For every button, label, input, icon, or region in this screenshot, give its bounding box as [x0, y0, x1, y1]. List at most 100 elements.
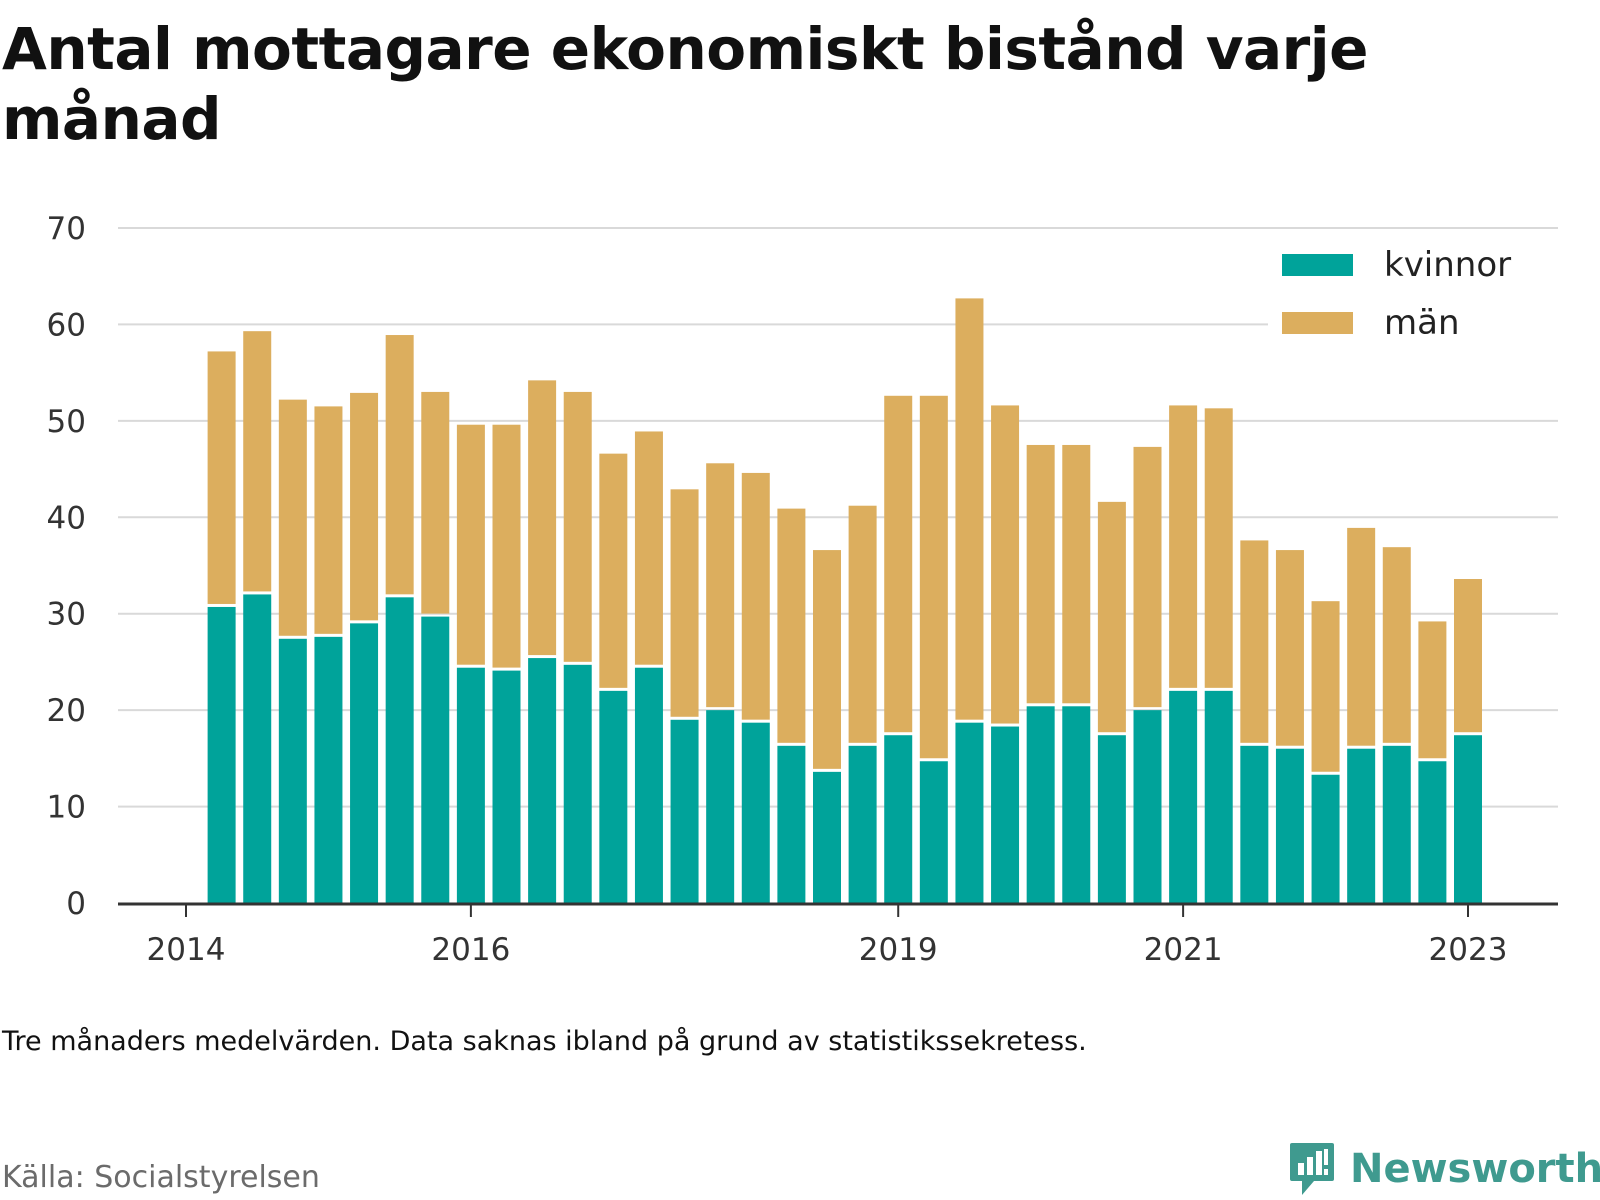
bar-kvinnor: [1311, 774, 1340, 903]
bar-man: [813, 550, 841, 769]
bar-man: [207, 351, 236, 604]
y-axis-tick-labels: 0 10 20 30 40 50 60 70: [47, 211, 86, 922]
bar-kvinnor: [813, 771, 841, 903]
bar-kvinnor: [207, 606, 236, 903]
bar-man: [1204, 408, 1233, 688]
legend-swatch: [1282, 312, 1353, 334]
bars: [207, 298, 1482, 903]
bar-man: [1418, 621, 1447, 759]
bar-kvinnor: [314, 636, 343, 903]
bar-kvinnor: [1240, 745, 1269, 903]
bar-kvinnor: [1097, 735, 1126, 903]
bar-man: [456, 424, 485, 665]
bar-man: [848, 505, 877, 743]
bar-man: [278, 399, 307, 636]
y-tick-label: 70: [47, 211, 86, 247]
y-tick-label: 10: [47, 790, 86, 826]
bar-man: [706, 463, 735, 708]
bar-man: [884, 395, 913, 733]
bar-man: [634, 431, 663, 665]
bar-man: [421, 391, 450, 614]
legend-swatch: [1282, 254, 1353, 276]
source-label: Källa: Socialstyrelsen: [2, 1160, 320, 1195]
bar-kvinnor: [1275, 748, 1304, 903]
bar-kvinnor: [492, 670, 521, 903]
brand-name: Newsworthy: [1350, 1146, 1600, 1192]
bar-man: [1133, 446, 1162, 708]
x-tick-label: 2023: [1429, 932, 1508, 968]
bar-man: [1347, 527, 1376, 746]
bar-kvinnor: [670, 719, 699, 903]
bar-man: [563, 391, 592, 662]
bar-kvinnor: [706, 710, 735, 903]
bar-kvinnor: [741, 722, 770, 903]
legend: kvinnor män: [1268, 235, 1568, 355]
y-tick-label: 20: [47, 693, 86, 729]
bar-kvinnor: [1382, 745, 1411, 903]
bar-man: [991, 405, 1020, 724]
bar-man: [919, 395, 948, 759]
bar-man: [528, 380, 557, 656]
x-tick-label: 2016: [431, 932, 510, 968]
bar-kvinnor: [1204, 690, 1233, 903]
x-tick-label: 2019: [859, 932, 938, 968]
bar-kvinnor: [634, 667, 663, 903]
bar-kvinnor: [528, 658, 557, 903]
bar-kvinnor: [1169, 690, 1198, 903]
chart-note: Tre månaders medelvärden. Data saknas ib…: [2, 1026, 1087, 1057]
bar-kvinnor: [777, 745, 806, 903]
bar-man: [350, 392, 379, 621]
bar-man: [385, 335, 414, 595]
bar-kvinnor: [1418, 761, 1447, 903]
bar-man: [1097, 501, 1126, 733]
x-tick-label: 2014: [147, 932, 226, 968]
legend-label: kvinnor: [1384, 245, 1511, 285]
bar-man: [243, 331, 272, 592]
bar-man: [1240, 540, 1269, 743]
bar-kvinnor: [919, 761, 948, 903]
bar-man: [599, 453, 628, 688]
bar-kvinnor: [421, 616, 450, 903]
bar-man: [670, 489, 699, 717]
bar-man: [1026, 444, 1055, 704]
bar-man: [777, 508, 806, 743]
bar-kvinnor: [243, 594, 272, 903]
bar-kvinnor: [1347, 748, 1376, 903]
y-tick-label: 60: [47, 307, 86, 343]
bar-man: [955, 298, 984, 720]
y-tick-label: 50: [47, 404, 86, 440]
bar-man: [1454, 579, 1482, 733]
bar-man: [1382, 547, 1411, 743]
bar-kvinnor: [350, 623, 379, 903]
chart-title: Antal mottagare ekonomiskt bistånd varje…: [2, 15, 1369, 153]
bar-man: [1311, 601, 1340, 772]
bar-man: [741, 472, 770, 720]
bar-kvinnor: [1133, 710, 1162, 903]
bar-kvinnor: [848, 745, 877, 903]
bar-man: [492, 424, 521, 668]
x-axis-ticks: 2014 2016 2019 2021 2023: [147, 904, 1508, 968]
bar-man: [314, 406, 343, 634]
bar-kvinnor: [1062, 706, 1091, 903]
bar-kvinnor: [385, 597, 414, 903]
bar-kvinnor: [1026, 706, 1055, 903]
bar-kvinnor: [1454, 735, 1482, 903]
bar-kvinnor: [456, 667, 485, 903]
bar-kvinnor: [955, 722, 984, 903]
bar-man: [1169, 405, 1198, 688]
y-tick-label: 40: [47, 500, 86, 536]
brand-logo: Newsworthy: [1288, 1139, 1600, 1199]
bar-man: [1062, 444, 1091, 704]
newsworthy-logo-icon: [1290, 1143, 1334, 1195]
y-tick-label: 0: [66, 886, 86, 922]
bar-chart: 0 10 20 30 40 50 60 70 2014 2016 2019 2021 2023 kvi…: [46, 211, 1568, 968]
x-tick-label: 2021: [1144, 932, 1223, 968]
bar-kvinnor: [884, 735, 913, 903]
bar-kvinnor: [563, 664, 592, 903]
bar-kvinnor: [991, 726, 1020, 903]
bar-kvinnor: [599, 690, 628, 903]
bar-man: [1275, 550, 1304, 746]
bar-kvinnor: [278, 638, 307, 903]
y-tick-label: 30: [47, 597, 86, 633]
legend-label: män: [1384, 303, 1460, 343]
